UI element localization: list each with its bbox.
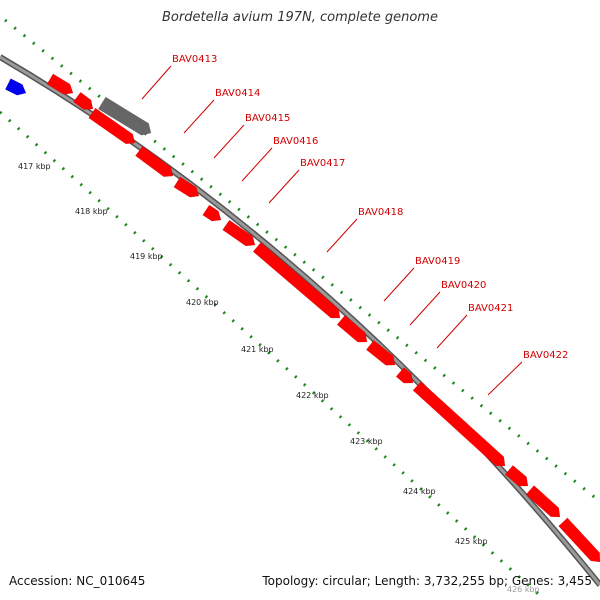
gene-label: BAV0416 (273, 136, 318, 147)
map-title: Bordetella avium 197N, complete genome (162, 10, 438, 25)
gene-label: BAV0418 (358, 207, 403, 218)
tick-label: 417 kbp (18, 162, 51, 171)
gene-leader-line (141, 65, 172, 100)
gene-arrow (202, 204, 222, 222)
gene-arrow (525, 485, 561, 518)
gene-label: BAV0422 (523, 350, 568, 361)
gene-leader-line (436, 314, 468, 349)
gene-label: BAV0414 (215, 88, 260, 99)
gene-leader-line (183, 99, 215, 134)
gene-arrow (365, 339, 396, 366)
gene-leader-line (213, 124, 245, 159)
gene-label: BAV0413 (172, 54, 217, 65)
gene-arrow (412, 381, 506, 467)
tick-label: 419 kbp (130, 252, 163, 261)
gene-arrow (504, 465, 529, 487)
gene-features (4, 73, 600, 563)
rna-gene-arrow (97, 96, 152, 136)
gene-arrow (222, 219, 256, 247)
tick-label: 420 kbp (186, 298, 219, 307)
gene-leader-line (383, 267, 415, 302)
gene-label: BAV0421 (468, 303, 513, 314)
accession-text: Accession: NC_010645 (9, 574, 146, 588)
gene-leader-line (241, 147, 273, 182)
gene-label: BAV0415 (245, 113, 290, 124)
gene-arrow (336, 315, 368, 343)
tick-label: 418 kbp (75, 207, 108, 216)
gene-labels: BAV0413 BAV0414 BAV0415 BAV0416 BAV0417 BAV04… (141, 54, 568, 396)
tick-label: 423 kbp (350, 437, 383, 446)
reverse-gene-arrow (4, 78, 27, 96)
tick-label: 422 kbp (296, 391, 329, 400)
gene-label: BAV0420 (441, 280, 486, 291)
genome-summary-text: Topology: circular; Length: 3,732,255 bp… (262, 574, 592, 588)
gene-arrow (88, 107, 136, 145)
tick-label: 421 kbp (241, 345, 274, 354)
tick-label: 426 kbp (507, 585, 540, 594)
gene-arrow (135, 145, 174, 177)
gene-label: BAV0417 (300, 158, 345, 169)
gene-arrow (395, 367, 414, 384)
gene-arrow (73, 91, 94, 110)
gene-arrow (252, 242, 341, 319)
gene-leader-line (409, 291, 441, 326)
gc-dot-track (4, 18, 599, 502)
tick-label: 424 kbp (403, 487, 436, 496)
gene-arrow (46, 73, 74, 95)
tick-labels: 417 kbp 418 kbp 419 kbp 420 kbp 421 kbp 422 k… (18, 162, 540, 594)
gc-dot-track (0, 110, 547, 600)
gene-leader-line (487, 361, 523, 396)
gene-label: BAV0419 (415, 256, 460, 267)
gene-leader-line (326, 218, 358, 253)
gene-arrow (173, 176, 200, 198)
gc-dot-tracks (0, 18, 599, 600)
tick-label: 425 kbp (455, 537, 488, 546)
gene-leader-line (268, 169, 300, 204)
